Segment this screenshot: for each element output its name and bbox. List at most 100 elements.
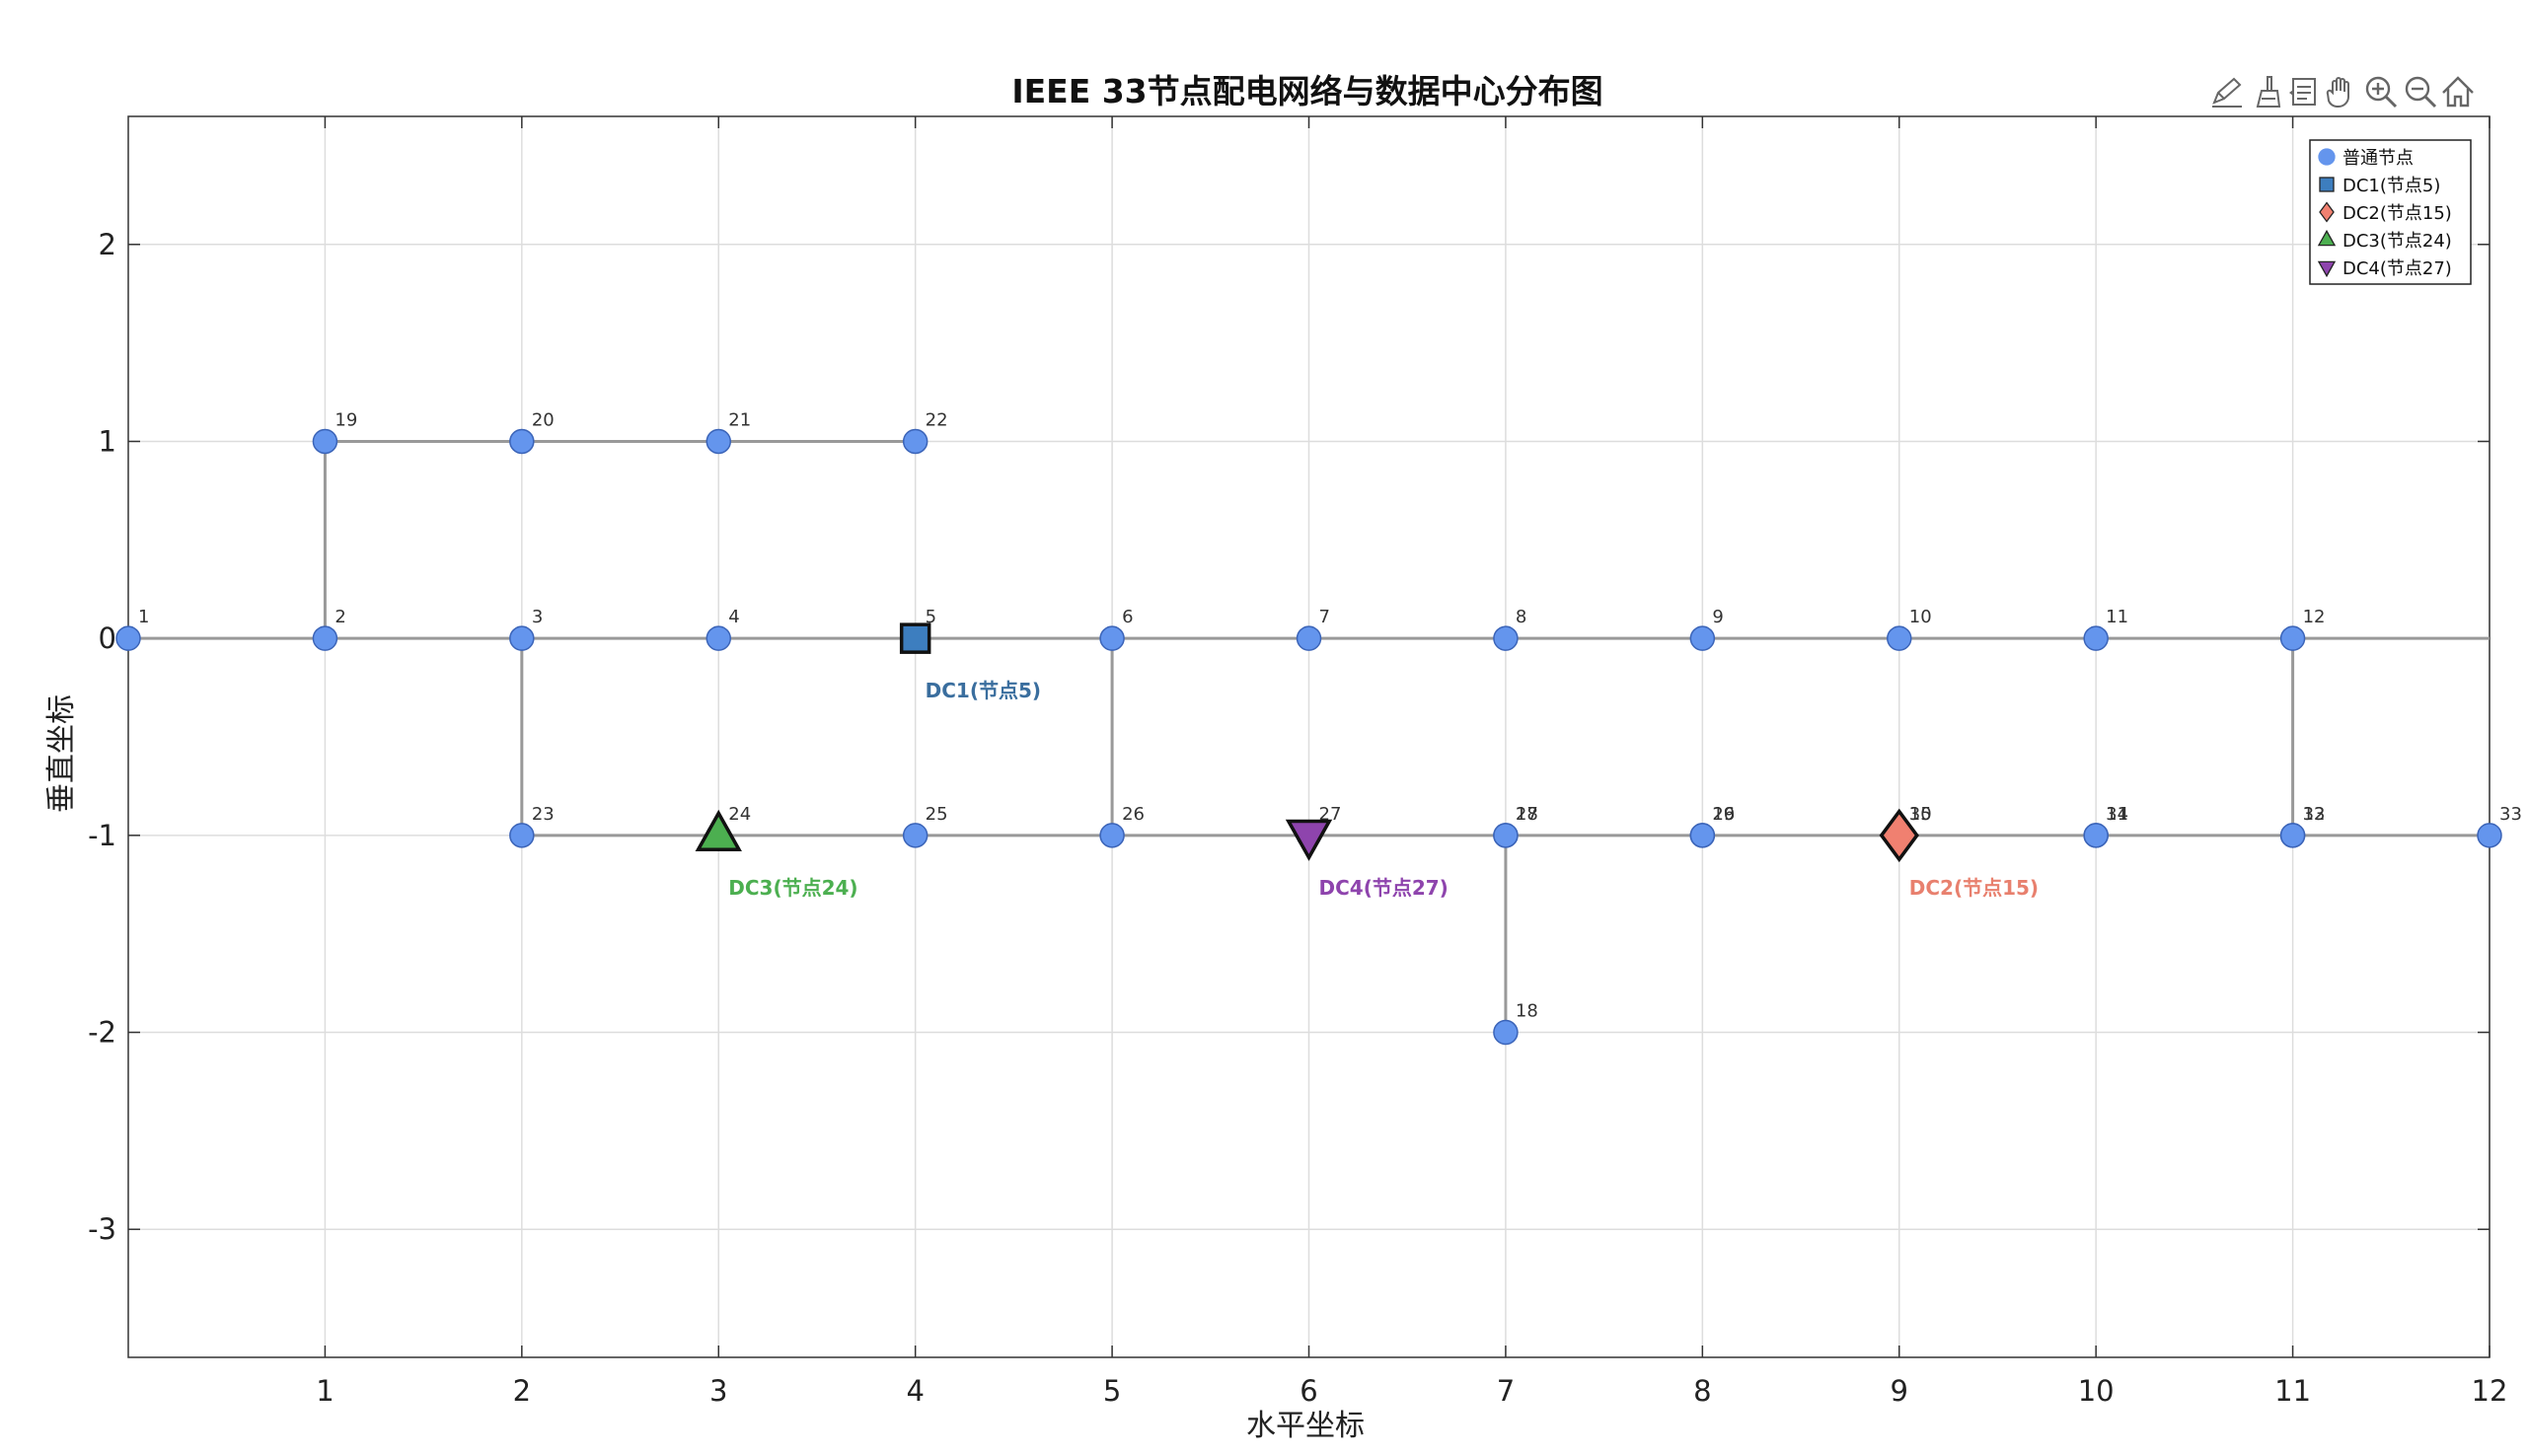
- legend: 普通节点 DC1(节点5) DC2(节点15) DC3(节点24) DC4(节点27): [2309, 139, 2472, 285]
- x-axis-label: 水平坐标: [1246, 1409, 1365, 1443]
- node-label: 12: [2303, 607, 2326, 627]
- node-label: 16: [1712, 804, 1735, 825]
- y-tick-label: 0: [99, 621, 116, 655]
- node-label: 27: [1319, 804, 1342, 825]
- node-label: 21: [728, 409, 751, 430]
- data-center-label: DC2(节点15): [1909, 876, 2039, 900]
- y-tick-label: -1: [88, 819, 116, 852]
- legend-label: DC2(节点15): [2342, 203, 2452, 224]
- home-icon[interactable]: [2439, 73, 2477, 110]
- node-marker: [1099, 823, 1125, 848]
- data-center-marker: [695, 809, 742, 851]
- zoom-in-icon[interactable]: [2362, 73, 2400, 110]
- data-center-label: DC4(节点27): [1319, 876, 1449, 900]
- node-marker: [2083, 823, 2109, 848]
- y-tick-label: -2: [88, 1016, 116, 1050]
- node-label: 8: [1516, 607, 1526, 627]
- data-center-label: DC1(节点5): [926, 679, 1041, 702]
- node-marker: [902, 428, 929, 455]
- node-marker: [1689, 625, 1716, 651]
- node-marker: [1296, 625, 1322, 651]
- node-label: 29: [1712, 804, 1735, 825]
- legend-marker: [2317, 229, 2337, 247]
- node-marker: [1493, 823, 1519, 848]
- chart-title: IEEE 33节点配电网络与数据中心分布图: [1011, 72, 1602, 110]
- node-label: 2: [335, 607, 345, 627]
- node-label: 20: [532, 409, 555, 430]
- data-center-marker: [899, 622, 931, 654]
- node-label: 1: [138, 607, 149, 627]
- pan-icon[interactable]: [2323, 73, 2360, 110]
- data-center-label: DC3(节点24): [728, 876, 857, 900]
- x-tick-label: 4: [906, 1374, 924, 1408]
- y-tick-label: 1: [99, 424, 116, 458]
- x-tick-label: 6: [1300, 1374, 1317, 1408]
- axes-toolbar: [2200, 73, 2526, 122]
- node-marker: [509, 823, 535, 848]
- node-label: 32: [2303, 804, 2326, 825]
- node-label: 10: [1909, 607, 1932, 627]
- node-marker: [1689, 823, 1716, 848]
- node-marker: [509, 428, 535, 455]
- edit-icon[interactable]: [2208, 73, 2246, 110]
- legend-box: [2309, 139, 2472, 285]
- y-tick-label: 2: [99, 228, 116, 261]
- node-label: 4: [728, 607, 739, 627]
- zoom-out-icon[interactable]: [2402, 73, 2439, 110]
- node-marker: [2477, 823, 2502, 848]
- node-label: 3: [532, 607, 543, 627]
- node-marker: [1887, 625, 1912, 651]
- legend-marker: [2317, 260, 2337, 278]
- x-tick-label: 11: [2274, 1374, 2311, 1408]
- node-marker: [312, 625, 338, 651]
- node-marker: [312, 428, 338, 455]
- node-marker: [2279, 823, 2306, 848]
- node-marker: [115, 625, 141, 651]
- data-center-marker: [1879, 808, 1919, 863]
- node-label: 18: [1516, 1001, 1538, 1022]
- x-tick-label: 5: [1103, 1374, 1121, 1408]
- data-tips-icon[interactable]: [2285, 73, 2323, 110]
- legend-marker: [2319, 201, 2335, 223]
- legend-marker: [2319, 177, 2335, 192]
- node-marker: [706, 625, 731, 651]
- legend-label: 普通节点: [2342, 148, 2414, 169]
- brush-icon[interactable]: [2248, 73, 2285, 110]
- y-tick-label: -3: [88, 1212, 116, 1246]
- node-label: 9: [1712, 607, 1723, 627]
- node-marker: [1493, 1019, 1519, 1046]
- x-tick-label: 2: [513, 1374, 531, 1408]
- legend-label: DC4(节点27): [2342, 258, 2452, 279]
- node-label: 30: [1909, 804, 1932, 825]
- node-label: 14: [2106, 804, 2128, 825]
- node-label: 13: [2303, 804, 2326, 825]
- data-center-marker: [1285, 819, 1333, 861]
- legend-label: DC1(节点5): [2342, 176, 2440, 196]
- x-tick-label: 10: [2078, 1374, 2115, 1408]
- node-marker: [1493, 625, 1519, 651]
- node-marker: [509, 625, 535, 651]
- x-tick-label: 3: [709, 1374, 727, 1408]
- node-label: 22: [926, 409, 948, 430]
- node-label: 19: [335, 409, 357, 430]
- node-label: 24: [728, 804, 751, 825]
- node-label: 15: [1909, 804, 1932, 825]
- node-label: 31: [2106, 804, 2128, 825]
- node-label: 5: [926, 607, 936, 627]
- node-label: 11: [2106, 607, 2128, 627]
- node-label: 7: [1319, 607, 1330, 627]
- legend-marker: [2318, 148, 2336, 166]
- node-marker: [706, 428, 731, 455]
- legend-label: DC3(节点24): [2342, 231, 2452, 252]
- node-label: 17: [1516, 804, 1538, 825]
- x-tick-label: 1: [316, 1374, 334, 1408]
- node-marker: [902, 823, 929, 848]
- x-tick-label: 7: [1497, 1374, 1515, 1408]
- node-label: 28: [1516, 804, 1538, 825]
- node-label: 23: [532, 804, 555, 825]
- x-tick-label: 12: [2472, 1374, 2508, 1408]
- y-axis-label: 垂直坐标: [44, 694, 79, 813]
- x-tick-label: 8: [1693, 1374, 1711, 1408]
